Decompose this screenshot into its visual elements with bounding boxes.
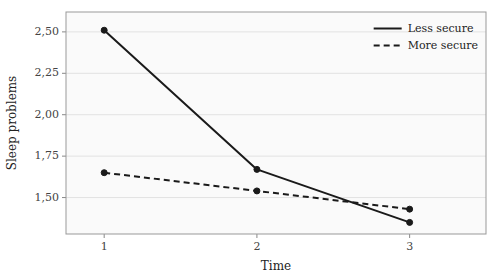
series-line	[104, 173, 409, 209]
y-tick	[62, 156, 66, 157]
x-tick-label: 1	[101, 240, 108, 253]
chart-svg: 1,50 1,75 2,00 2,25 2,50 1 2 3 Time Sleep problem…	[0, 0, 500, 278]
y-tick	[62, 31, 66, 32]
y-tick-label: 2,00	[35, 108, 60, 121]
y-grid-line	[66, 156, 486, 157]
series-marker	[407, 219, 413, 225]
y-grid-line	[66, 114, 486, 115]
series-marker	[407, 206, 413, 212]
x-axis-label: Time	[261, 259, 291, 273]
series-marker	[254, 166, 260, 172]
y-tick	[62, 73, 66, 74]
plot-frame	[66, 12, 486, 234]
x-tick	[256, 234, 257, 238]
legend: Less secure More secure	[374, 22, 478, 52]
plot-background	[66, 12, 486, 234]
y-tick-label: 1,75	[35, 149, 60, 162]
legend-label: Less secure	[408, 22, 474, 35]
y-tick	[62, 114, 66, 115]
y-grid-line	[66, 197, 486, 198]
x-tick-label: 3	[406, 240, 413, 253]
x-tick-label: 2	[253, 240, 260, 253]
legend-swatch	[374, 45, 402, 47]
y-tick	[62, 197, 66, 198]
y-axis-label: Sleep problems	[5, 76, 19, 171]
y-tick-label: 1,50	[35, 191, 60, 204]
legend-label: More secure	[408, 39, 478, 52]
series-marker	[101, 170, 107, 176]
series-marker	[101, 27, 107, 33]
y-tick-label: 2,25	[35, 66, 60, 79]
y-tick-label: 2,50	[35, 25, 60, 38]
data-layer	[101, 27, 412, 225]
axes: 1,50 1,75 2,00 2,25 2,50 1 2 3	[35, 12, 487, 253]
y-grid-line	[66, 73, 486, 74]
x-tick	[104, 234, 105, 238]
x-tick	[409, 234, 410, 238]
series-marker	[254, 188, 260, 194]
series-line	[104, 30, 409, 222]
chart-container: 1,50 1,75 2,00 2,25 2,50 1 2 3 Time Sleep problem…	[0, 0, 500, 278]
legend-swatch	[374, 28, 402, 30]
